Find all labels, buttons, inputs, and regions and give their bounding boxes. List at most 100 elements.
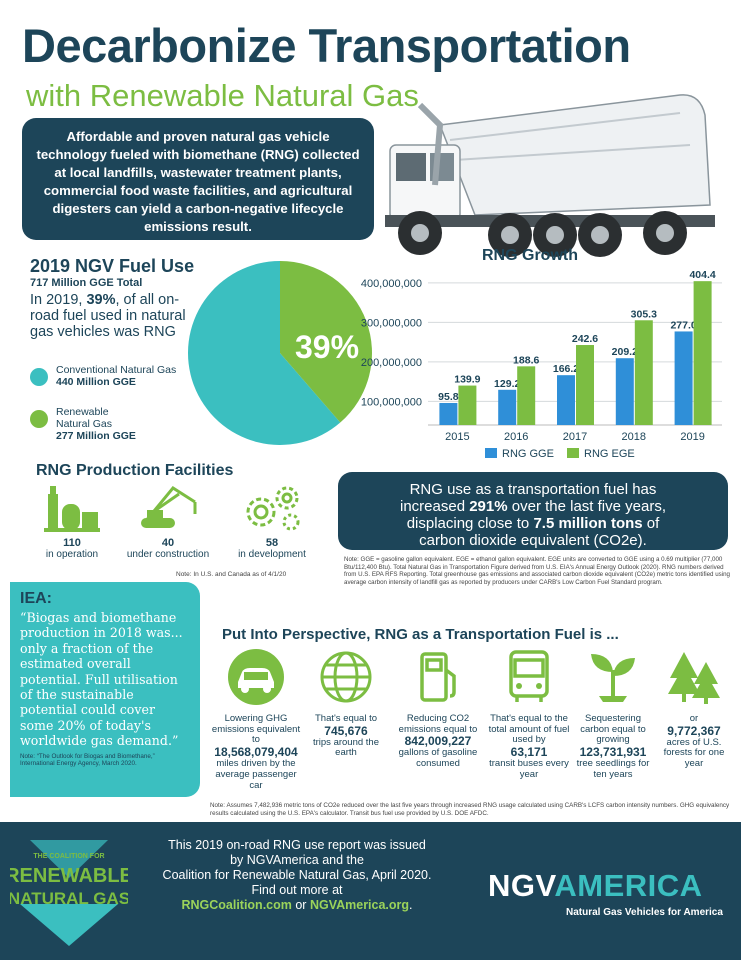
bar-rng-ege	[458, 385, 477, 425]
perspective-item-forest: or 9,772,367 acres of U.S. forests for o…	[654, 648, 734, 770]
legend-swatch	[485, 448, 497, 458]
perspective-item-pump: Reducing CO2 emissions equal to 842,009,…	[392, 648, 484, 770]
perspective-heading: Put Into Perspective, RNG as a Transport…	[222, 626, 619, 643]
coalition-line-1: RENEWABLE	[10, 865, 128, 887]
page-subtitle: with Renewable Natural Gas	[26, 78, 419, 113]
stat-l2-bold: 291%	[469, 498, 508, 515]
iea-heading: IEA:	[20, 590, 52, 607]
trees-icon	[668, 652, 720, 704]
bar-rng-ege	[634, 320, 653, 425]
bar-rng-ege	[576, 345, 594, 425]
facility-development: 58 in development	[222, 482, 322, 560]
bar-rng-gge	[557, 375, 575, 425]
fuel-text-post: , of all on-road fuel used in natural ga…	[30, 292, 186, 340]
iea-box: IEA: “Biogas and biomethane production i…	[10, 582, 200, 797]
seedling-pre: Sequestering carbon equal to growing	[580, 712, 646, 746]
ngv-logo-b: AMERICA	[554, 868, 703, 903]
legend-conventional-value: 440 Million GGE	[56, 376, 136, 388]
y-tick-label: 400,000,000	[361, 278, 422, 290]
facility-operation-count: 110	[63, 537, 81, 549]
facility-operation: 110 in operation	[22, 482, 122, 560]
footer-or: or	[291, 898, 310, 912]
bus-post: transit buses every year	[489, 758, 569, 780]
footer-line-2: by NGVAmerica and the	[230, 853, 364, 867]
globe-post: trips around the earth	[312, 736, 379, 759]
x-tick-label: 2017	[563, 431, 587, 443]
seedling-post: tree seedlings for ten years	[576, 758, 650, 780]
x-tick-label: 2018	[622, 431, 646, 443]
bar-data-label: 305.3	[631, 308, 657, 320]
footer-text: This 2019 on-road RNG use report was iss…	[152, 838, 442, 913]
perspective-item-globe: That's equal to 745,676 trips around the…	[305, 648, 387, 759]
forest-pre: or	[689, 712, 699, 724]
bar-data-label: 404.4	[689, 269, 715, 281]
stat-l3-bold: 7.5 million tons	[533, 515, 643, 532]
perspective-item-car: Lowering GHG emissions equivalent to 18,…	[210, 648, 302, 792]
bar-data-label: 95.8	[438, 391, 459, 403]
forest-value: 9,772,367	[667, 723, 721, 738]
car-post: miles driven by the average passenger ca…	[215, 758, 297, 791]
stat-l2-pre: increased	[400, 498, 470, 515]
stat-line-1: RNG use as a transportation fuel has	[409, 481, 657, 498]
ngv-america-logo: NGVAMERICA	[488, 868, 703, 904]
pump-post: gallons of gasoline consumed	[398, 747, 478, 770]
facility-development-count: 58	[265, 537, 279, 549]
bar-data-label: 166.2	[553, 363, 579, 375]
stat-line-4: carbon dioxide equivalent (CO2e).	[419, 532, 647, 549]
bus-value: 63,171	[510, 745, 548, 760]
pump-pre: Reducing CO2 emissions equal to	[398, 712, 478, 735]
iea-note: Note: “The Outlook for Biogas and Biomet…	[20, 752, 155, 768]
forest-post: acres of U.S. forests for one year	[663, 736, 725, 770]
stat-l3-post: of	[642, 515, 660, 532]
facility-note: Note: In U.S. and Canada as of 4/1/20	[176, 571, 287, 578]
footer-end: .	[409, 898, 413, 912]
ngv-logo-a: NGV	[488, 868, 555, 903]
factory-icon	[44, 486, 100, 532]
perspective-note: Note: Assumes 7,482,936 metric tons of C…	[210, 802, 730, 817]
ngv-tagline: Natural Gas Vehicles for America	[566, 907, 723, 918]
page-title: Decarbonize Transportation	[22, 19, 631, 72]
bar-rng-gge	[439, 402, 458, 425]
bus-icon	[509, 650, 549, 702]
bar-rng-gge	[615, 358, 634, 425]
bar-data-label: 188.6	[513, 354, 539, 366]
facility-construction-label: under construction	[126, 549, 210, 560]
gears-icon	[246, 486, 300, 531]
y-tick-label: 200,000,000	[361, 357, 422, 369]
coalition-line-2: NATURAL GAS	[10, 889, 128, 908]
footer-line-4: Find out more at	[251, 883, 343, 897]
perspective-item-seedling: Sequestering carbon equal to growing 123…	[572, 648, 654, 781]
bar-data-label: 129.2	[494, 378, 520, 390]
legend-conventional: Conventional Natural Gas 440 Million GGE	[30, 364, 176, 388]
intro-box: Affordable and proven natural gas vehicl…	[22, 118, 374, 250]
pie-slice-renewable	[280, 261, 372, 423]
globe-pre: That's equal to	[314, 712, 378, 724]
stat-line-2: increased 291% over the last five years,	[346, 498, 720, 515]
y-tick-label: 300,000,000	[361, 317, 422, 329]
legend-renewable: Renewable Natural Gas 277 Million GGE	[30, 406, 136, 442]
footer-line-3: Coalition for Renewable Natural Gas, Apr…	[162, 868, 432, 882]
methodology-note: Note: GGE = gasoline gallon equivalent. …	[344, 556, 731, 586]
gas-pump-icon	[420, 652, 456, 702]
bar-rng-ege	[517, 366, 536, 425]
rng-coalition-link[interactable]: RNGCoalition.com	[181, 898, 292, 912]
footer-line-1: This 2019 on-road RNG use report was iss…	[168, 838, 426, 852]
car-pre: Lowering GHG emissions equivalent to	[211, 712, 301, 746]
bar-rng-gge	[674, 331, 693, 425]
y-tick-label: 100,000,000	[361, 396, 422, 408]
coalition-top-text: THE COALITION FOR	[33, 853, 104, 860]
fuel-text-pct: 39%	[86, 292, 116, 308]
globe-icon	[320, 651, 372, 703]
bar-data-label: 242.6	[572, 333, 598, 345]
facility-operation-label: in operation	[45, 549, 99, 560]
crane-icon	[141, 486, 197, 528]
ngv-america-link[interactable]: NGVAmerica.org	[309, 898, 410, 912]
fuel-use-pie-chart: 39%	[188, 261, 372, 445]
x-tick-label: 2019	[680, 431, 704, 443]
legend-label: RNG GGE	[502, 448, 554, 460]
legend-dot-teal	[30, 368, 48, 386]
legend-renewable-name: Renewable Natural Gas	[56, 406, 113, 430]
growth-heading: RNG Growth	[482, 247, 578, 264]
legend-dot-green	[30, 410, 48, 428]
perspective-item-bus: That's equal to the total amount of fuel…	[486, 648, 572, 781]
